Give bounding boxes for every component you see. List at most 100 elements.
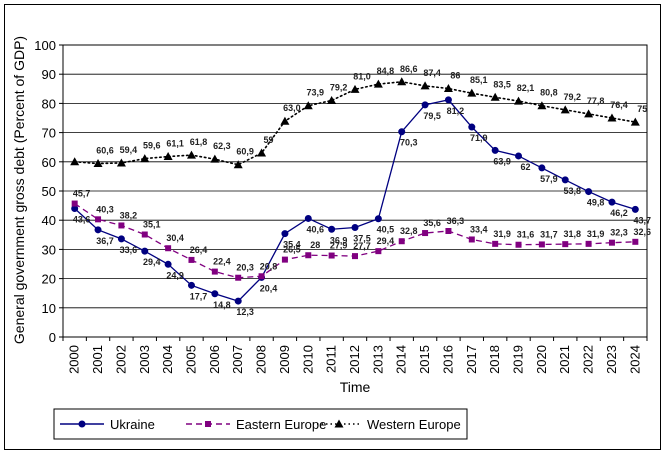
x-tick-label: 2007 xyxy=(230,345,245,374)
data-point-ukraine xyxy=(117,235,125,243)
data-point-ukraine xyxy=(211,290,219,298)
data-label: 59,4 xyxy=(120,145,138,155)
data-point-eastern-europe xyxy=(492,240,499,247)
data-point-eastern-europe xyxy=(281,256,288,263)
x-tick-label: 2000 xyxy=(67,345,82,374)
data-point-eastern-europe xyxy=(235,274,242,281)
series-layer xyxy=(70,77,640,305)
data-label: 46,2 xyxy=(610,208,628,218)
data-point-eastern-europe xyxy=(562,241,569,248)
x-tick-label: 2013 xyxy=(370,345,385,374)
data-point-western-europe xyxy=(186,150,196,159)
y-tick-label: 90 xyxy=(42,67,56,82)
data-label: 61,1 xyxy=(166,139,184,149)
data-point-ukraine xyxy=(281,230,289,238)
data-label: 43,7 xyxy=(634,215,652,225)
data-point-eastern-europe xyxy=(445,228,452,235)
y-tick-label: 50 xyxy=(42,184,56,199)
data-label: 36,9 xyxy=(330,235,348,245)
data-point-ukraine xyxy=(421,101,429,109)
data-label: 77,8 xyxy=(587,96,605,106)
data-label: 79,2 xyxy=(330,82,348,92)
data-label: 80,8 xyxy=(540,88,558,98)
data-label: 31,9 xyxy=(493,229,511,239)
data-label: 31,6 xyxy=(517,230,535,240)
data-point-western-europe xyxy=(560,105,570,114)
x-tick-label: 2016 xyxy=(440,345,455,374)
data-point-western-europe xyxy=(490,92,500,101)
data-point-eastern-europe xyxy=(211,268,218,275)
legend-marker xyxy=(205,421,211,427)
legend-label: Ukraine xyxy=(110,417,155,432)
data-label: 35,6 xyxy=(423,218,441,228)
data-point-eastern-europe xyxy=(165,245,172,252)
data-point-ukraine xyxy=(561,176,569,184)
data-label: 27,9 xyxy=(330,241,348,251)
data-label: 79,2 xyxy=(563,92,581,102)
data-point-eastern-europe xyxy=(515,241,522,248)
x-tick-label: 2002 xyxy=(113,345,128,374)
data-label: 49,8 xyxy=(587,198,605,208)
x-tick-label: 2012 xyxy=(347,345,362,374)
y-tick-label: 80 xyxy=(42,96,56,111)
data-point-ukraine xyxy=(141,247,149,255)
data-label: 32,6 xyxy=(634,227,652,237)
data-label: 26,4 xyxy=(190,245,208,255)
data-point-ukraine xyxy=(491,146,499,154)
data-point-western-europe xyxy=(116,158,126,167)
data-label: 53,8 xyxy=(563,186,581,196)
data-point-eastern-europe xyxy=(352,253,358,260)
data-label: 40,5 xyxy=(377,225,395,235)
data-point-eastern-europe xyxy=(632,238,639,245)
y-tick-label: 60 xyxy=(42,155,56,170)
data-label: 17,7 xyxy=(190,291,208,301)
data-label: 86,6 xyxy=(400,64,418,74)
data-point-ukraine xyxy=(374,215,382,223)
y-axis-title: General government gross debt (Percent o… xyxy=(11,36,27,344)
data-point-ukraine xyxy=(94,226,102,234)
series-ukraine xyxy=(71,96,639,305)
data-label: 22,4 xyxy=(213,257,231,267)
data-point-eastern-europe xyxy=(422,230,429,237)
data-point-ukraine xyxy=(398,128,406,136)
x-tick-label: 2019 xyxy=(511,345,526,374)
data-label: 61,8 xyxy=(190,137,208,147)
legend-marker xyxy=(78,420,86,428)
data-point-western-europe xyxy=(233,160,243,169)
data-label: 33,6 xyxy=(120,245,138,255)
data-label: 29,4 xyxy=(377,236,395,246)
data-label: 31,7 xyxy=(540,229,558,239)
x-tick-label: 2024 xyxy=(627,345,642,374)
data-label: 82,1 xyxy=(517,83,535,93)
data-label: 28 xyxy=(310,240,320,250)
data-point-ukraine xyxy=(444,96,452,104)
x-axis-title: Time xyxy=(340,379,371,395)
x-tick-label: 2017 xyxy=(464,345,479,374)
x-tick-label: 2014 xyxy=(394,345,409,374)
data-point-ukraine xyxy=(164,260,172,268)
x-tick-label: 2018 xyxy=(487,345,502,374)
series-eastern-europe xyxy=(71,200,639,281)
legend-label: Western Europe xyxy=(367,417,461,432)
y-tick-label: 100 xyxy=(34,38,56,53)
x-tick-label: 2020 xyxy=(534,345,549,374)
y-tick-label: 10 xyxy=(42,301,56,316)
data-point-western-europe xyxy=(257,148,267,157)
legend-marker xyxy=(334,419,344,428)
y-axis-ticks: 0 10 20 30 40 50 60 70 80 90 100 xyxy=(34,38,63,345)
data-point-ukraine xyxy=(234,297,242,305)
data-label: 40,6 xyxy=(307,224,325,234)
data-label: 63,0 xyxy=(283,103,301,113)
data-point-ukraine xyxy=(468,123,476,131)
data-label: 12,3 xyxy=(236,307,254,317)
data-label: 57,9 xyxy=(540,174,558,184)
x-tick-label: 2010 xyxy=(300,345,315,374)
y-tick-label: 0 xyxy=(49,330,56,345)
x-tick-label: 2001 xyxy=(90,345,105,374)
x-tick-label: 2023 xyxy=(604,345,619,374)
data-point-eastern-europe xyxy=(608,239,615,246)
data-point-western-europe xyxy=(397,77,407,86)
data-point-western-europe xyxy=(514,96,524,105)
data-point-ukraine xyxy=(585,188,593,196)
